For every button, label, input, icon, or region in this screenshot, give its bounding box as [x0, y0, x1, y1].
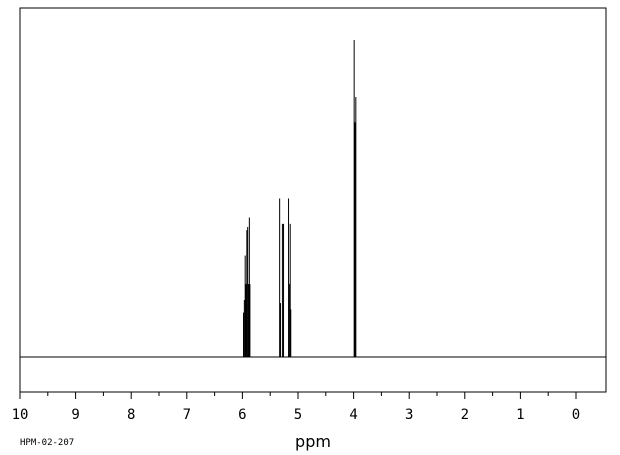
x-tick-label-0: 0 — [572, 407, 580, 423]
x-tick-label-8: 8 — [127, 407, 135, 423]
x-tick-label-5: 5 — [294, 407, 302, 423]
x-tick-label-2: 2 — [461, 407, 469, 423]
x-tick-label-10: 10 — [12, 407, 29, 423]
x-axis-label: ppm — [295, 432, 331, 451]
x-axis-tick-labels: 10 9 8 7 6 5 4 3 2 1 0 — [12, 407, 581, 423]
x-tick-label-9: 9 — [71, 407, 79, 423]
x-tick-label-4: 4 — [349, 407, 357, 423]
x-tick-label-1: 1 — [516, 407, 524, 423]
x-tick-label-3: 3 — [405, 407, 413, 423]
spectrum-peaks — [243, 40, 357, 357]
sample-code-label: HPM-02-207 — [20, 438, 74, 448]
plot-frame — [19, 7, 607, 393]
x-axis-ticks — [19, 392, 577, 399]
x-tick-label-6: 6 — [238, 407, 246, 423]
x-tick-label-7: 7 — [183, 407, 191, 423]
